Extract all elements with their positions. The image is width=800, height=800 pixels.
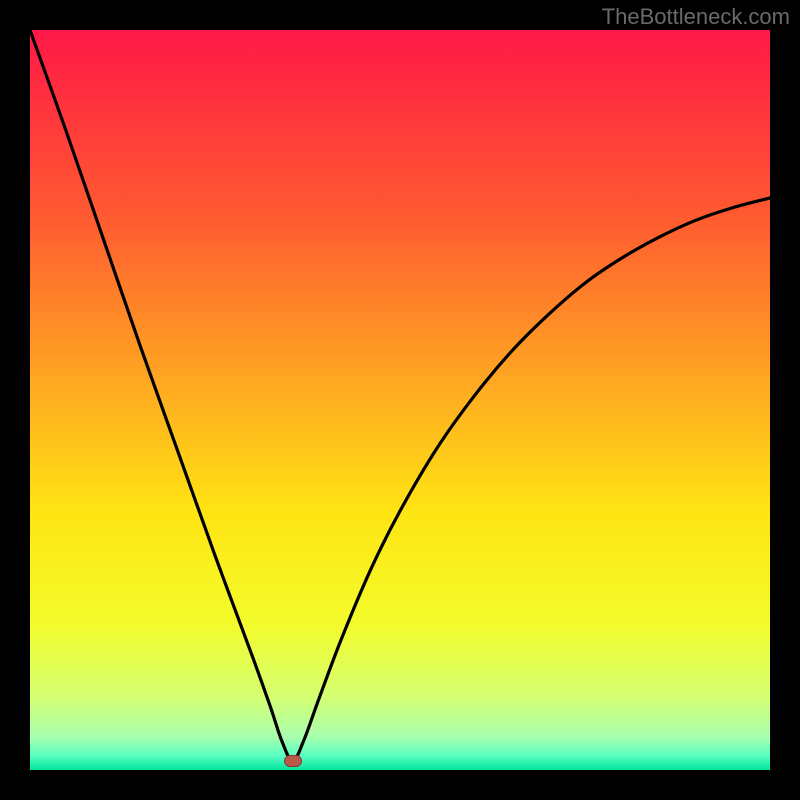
bottleneck-curve [30, 30, 770, 761]
watermark-text: TheBottleneck.com [602, 4, 790, 30]
curve-layer [30, 30, 770, 770]
optimum-marker [284, 755, 302, 767]
chart-container: TheBottleneck.com [0, 0, 800, 800]
plot-area [30, 30, 770, 770]
